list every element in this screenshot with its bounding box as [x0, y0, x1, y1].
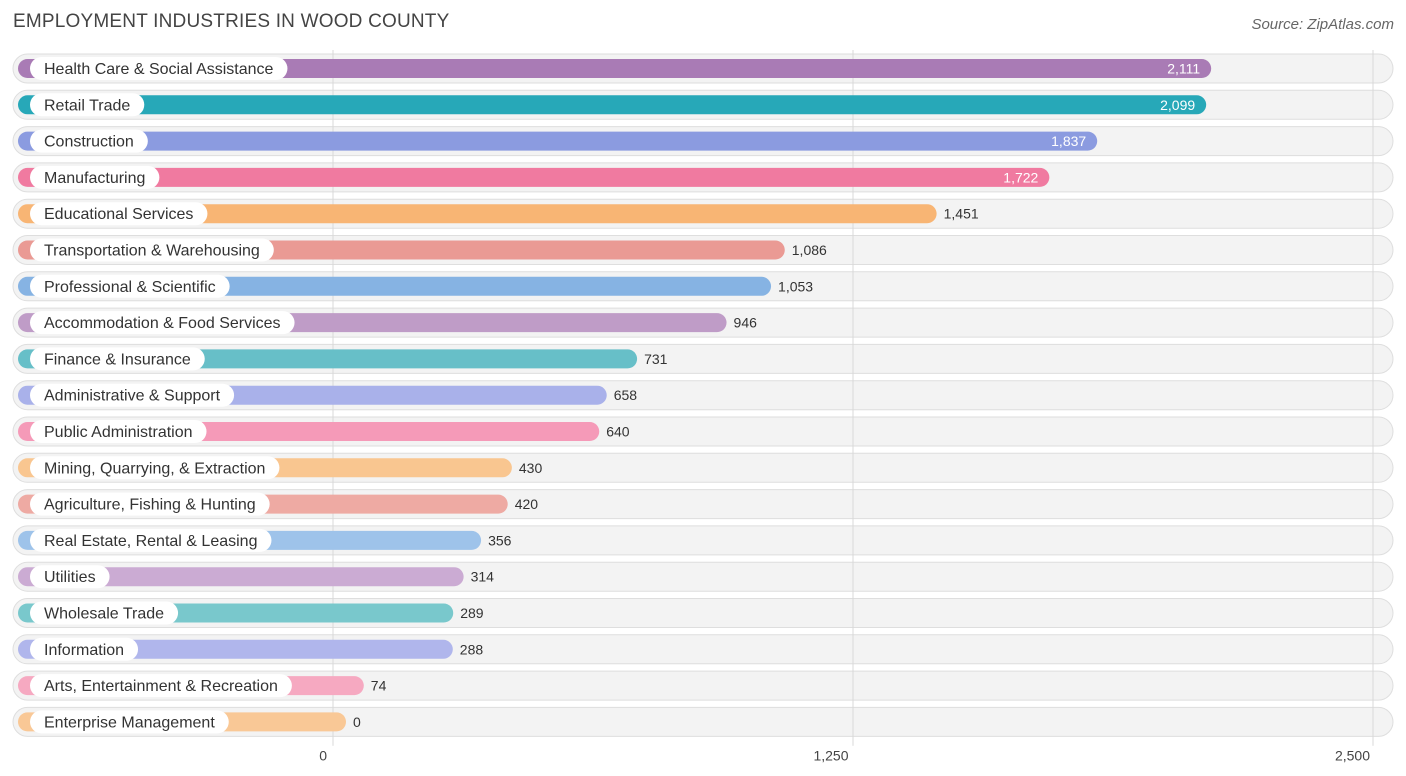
value-label: 946 — [734, 315, 758, 331]
value-label: 314 — [471, 569, 495, 585]
category-label: Enterprise Management — [44, 714, 215, 731]
category-label-pill — [30, 202, 208, 226]
category-label-pill — [30, 637, 139, 661]
category-label: Arts, Entertainment & Recreation — [44, 678, 278, 695]
tick-label: 0 — [319, 748, 327, 764]
category-label-pill — [30, 601, 179, 625]
category-label: Information — [44, 642, 124, 659]
value-label: 731 — [644, 351, 668, 367]
source-note: Source: ZipAtlas.com — [1251, 16, 1394, 33]
bar — [18, 131, 1098, 151]
value-label: 1,086 — [792, 242, 827, 258]
category-label: Mining, Quarrying, & Extraction — [44, 460, 265, 477]
category-label-pill — [30, 710, 229, 734]
bar — [18, 95, 1207, 115]
value-label: 1,053 — [778, 278, 813, 294]
category-label: Educational Services — [44, 206, 193, 223]
category-label: Public Administration — [44, 424, 193, 441]
category-label-pill — [30, 165, 160, 189]
value-label: 0 — [353, 714, 361, 730]
bar — [18, 567, 464, 587]
value-label: 658 — [614, 387, 638, 403]
category-label: Finance & Insurance — [44, 351, 191, 368]
value-label: 1,722 — [1003, 169, 1038, 185]
category-label: Manufacturing — [44, 170, 145, 187]
category-label-pill — [30, 565, 110, 589]
category-label-pill — [30, 383, 235, 407]
category-label-pill — [30, 492, 270, 516]
category-label-pill — [30, 238, 274, 262]
category-label-pill — [30, 129, 148, 153]
bar — [18, 167, 1050, 187]
bar — [18, 59, 1212, 78]
category-label-pill — [30, 311, 295, 335]
value-label: 1,451 — [944, 206, 979, 222]
category-label-pill — [30, 674, 292, 698]
value-label: 356 — [488, 532, 512, 548]
category-label-pill — [30, 420, 207, 443]
bar — [18, 204, 937, 224]
category-label: Utilities — [44, 569, 96, 586]
category-label: Real Estate, Rental & Leasing — [44, 533, 257, 550]
category-label-pill — [30, 456, 280, 480]
value-label: 430 — [519, 460, 543, 476]
value-label: 74 — [371, 678, 387, 694]
category-label-pill — [30, 347, 205, 371]
category-label: Transportation & Warehousing — [44, 243, 260, 260]
category-label-pill — [30, 274, 230, 298]
tick-label: 1,250 — [813, 748, 848, 764]
category-label: Wholesale Trade — [44, 606, 164, 623]
chart-title: EMPLOYMENT INDUSTRIES IN WOOD COUNTY — [13, 11, 450, 32]
value-label: 2,099 — [1160, 97, 1195, 113]
value-label: 420 — [515, 496, 539, 512]
category-label-pill — [30, 528, 272, 552]
category-label: Accommodation & Food Services — [44, 315, 281, 332]
row-background — [12, 706, 1394, 737]
value-label: 2,111 — [1167, 61, 1200, 77]
value-label: 288 — [460, 641, 484, 657]
category-label: Retail Trade — [44, 97, 130, 114]
category-label: Professional & Scientific — [44, 279, 216, 296]
tick-label: 2,500 — [1335, 748, 1370, 764]
category-label: Agriculture, Fishing & Hunting — [44, 497, 256, 514]
value-label: 640 — [606, 424, 630, 440]
value-label: 289 — [460, 605, 484, 621]
category-label-pill — [30, 93, 145, 117]
value-label: 1,837 — [1051, 133, 1086, 149]
category-label: Administrative & Support — [44, 388, 221, 405]
category-label: Health Care & Social Assistance — [44, 61, 274, 78]
category-label-pill — [30, 57, 288, 80]
category-label: Construction — [44, 134, 134, 151]
